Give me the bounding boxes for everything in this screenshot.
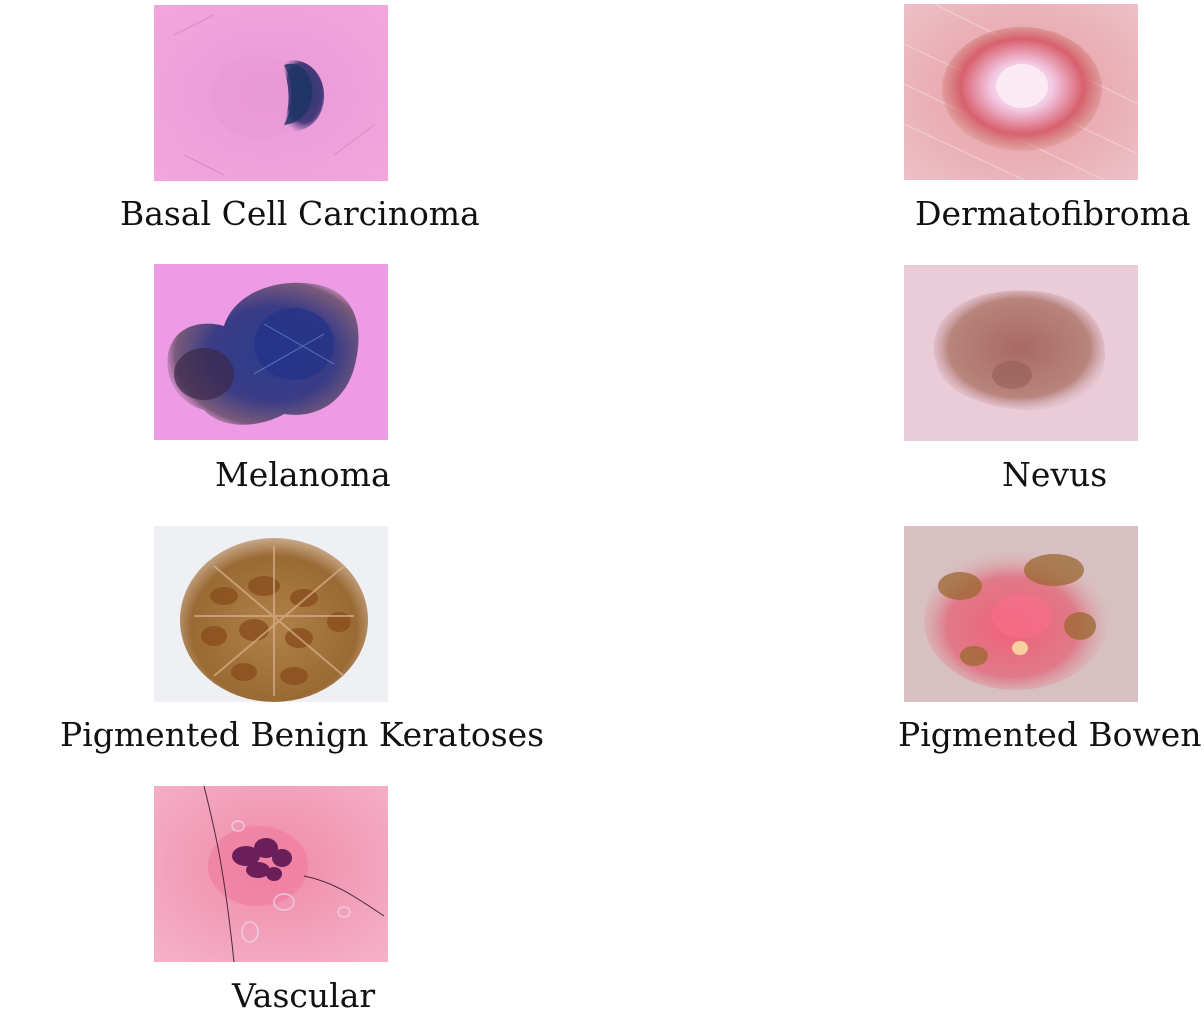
image-dermatofibroma bbox=[904, 4, 1138, 180]
image-melanoma bbox=[154, 264, 388, 440]
image-pigmented-benign-keratoses bbox=[154, 526, 388, 702]
image-vascular bbox=[154, 786, 388, 962]
caption-vascular: Vascular bbox=[232, 976, 376, 1015]
caption-nevus: Nevus bbox=[1002, 455, 1108, 494]
lesion-image-pigmented-benign-keratoses bbox=[154, 526, 388, 702]
lesion-image-vascular bbox=[154, 786, 388, 962]
caption-basal-cell-carcinoma: Basal Cell Carcinoma bbox=[120, 194, 480, 233]
caption-pigmented-benign-keratoses: Pigmented Benign Keratoses bbox=[60, 715, 545, 754]
caption-dermatofibroma: Dermatofibroma bbox=[915, 194, 1191, 233]
lesion-image-basal-cell-carcinoma bbox=[154, 5, 388, 181]
image-nevus bbox=[904, 265, 1138, 441]
image-pigmented-bowen bbox=[904, 526, 1138, 702]
lesion-image-dermatofibroma bbox=[904, 4, 1138, 180]
lesion-image-nevus bbox=[904, 265, 1138, 441]
lesion-image-melanoma bbox=[154, 264, 388, 440]
lesion-image-pigmented-bowen bbox=[904, 526, 1138, 702]
caption-melanoma: Melanoma bbox=[215, 455, 391, 494]
caption-pigmented-bowen: Pigmented Bowen bbox=[898, 715, 1202, 754]
image-basal-cell-carcinoma bbox=[154, 5, 388, 181]
